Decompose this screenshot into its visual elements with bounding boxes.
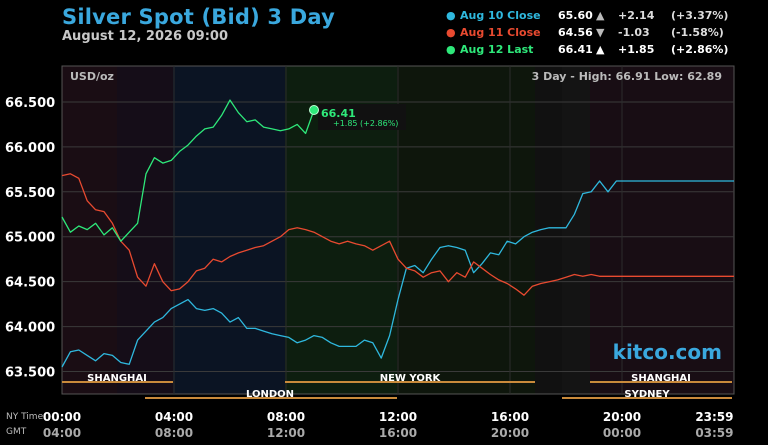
series-line-aug10	[61, 180, 734, 368]
shanghai-band	[62, 66, 117, 394]
y-tick-label: 65.500	[5, 186, 55, 201]
session-label-shanghai: SHANGHAI	[87, 373, 147, 384]
x-tick-label-ny: 20:00	[603, 410, 641, 424]
sydney-bar	[562, 397, 732, 399]
legend-value: 66.41	[558, 43, 593, 56]
legend-row-aug10: ● Aug 10 Close 65.60 ▲ +2.14 (+3.37%)	[446, 9, 736, 26]
sydney-shanghai-band	[590, 66, 734, 394]
x-tick-label-ny: 08:00	[267, 410, 305, 424]
y-tick-label: 66.500	[5, 96, 55, 111]
x-tick-label-ny: 12:00	[379, 410, 417, 424]
y-tick-label: 64.000	[5, 321, 55, 336]
legend-dot-icon: ●	[446, 9, 456, 22]
ny-time-label: NY Time	[6, 412, 44, 422]
gmt-label: GMT	[6, 427, 27, 437]
legend: ● Aug 10 Close 65.60 ▲ +2.14 (+3.37%) ● …	[446, 9, 736, 60]
chart-title: Silver Spot (Bid) 3 Day	[62, 5, 335, 29]
y-tick-label: 65.000	[5, 231, 55, 246]
y-tick-label: 63.500	[5, 366, 55, 381]
y-tick-label: 66.000	[5, 141, 55, 156]
series-line-aug12	[61, 99, 315, 242]
legend-percent: (-1.58%)	[671, 26, 724, 39]
sydney-band	[562, 66, 590, 394]
chart-date: August 12, 2026 09:00	[62, 29, 228, 44]
last-point-box	[318, 104, 406, 130]
x-tick-label-gmt: 20:00	[491, 426, 529, 440]
up-arrow-icon: ▲	[596, 43, 605, 56]
last-point-change: +1.85 (+2.86%)	[333, 119, 398, 128]
last-point-dot	[309, 105, 319, 115]
legend-row-aug11: ● Aug 11 Close 64.56 ▼ -1.03 (-1.58%)	[446, 26, 736, 43]
unit-label: USD/oz	[70, 70, 114, 83]
legend-value: 65.60	[558, 9, 593, 22]
shanghai-bar	[62, 381, 173, 383]
legend-change: +1.85	[618, 43, 655, 56]
session-label-newyork: NEW YORK	[380, 373, 442, 384]
x-tick-label-gmt: 16:00	[379, 426, 417, 440]
session-label-shanghai-2: SHANGHAI	[631, 373, 691, 384]
up-arrow-icon: ▲	[596, 9, 605, 22]
y-tick-label: 64.500	[5, 276, 55, 291]
range-label: 3 Day - High: 66.91 Low: 62.89	[532, 70, 722, 83]
x-tick-label-gmt: 03:59	[695, 426, 733, 440]
legend-dot-icon: ●	[446, 26, 456, 39]
legend-row-aug12: ● Aug 12 Last 66.41 ▲ +1.85 (+2.86%)	[446, 43, 736, 60]
series-line-aug11	[61, 173, 734, 296]
x-axis: 00:00 04:00 04:00 08:00 08:00 12:00 12:00 16:00…	[43, 410, 734, 440]
legend-value: 64.56	[558, 26, 593, 39]
x-tick-label-ny: 00:00	[43, 410, 81, 424]
last-point-label: 66.41 +1.85 (+2.86%)	[309, 104, 406, 130]
grid	[62, 66, 734, 394]
x-tick-label-gmt: 12:00	[267, 426, 305, 440]
legend-percent: (+3.37%)	[671, 9, 729, 22]
shanghai-bar-2	[590, 381, 732, 383]
down-arrow-icon: ▼	[596, 26, 605, 39]
legend-change: +2.14	[618, 9, 655, 22]
last-point-value: 66.41	[321, 107, 356, 120]
london-band	[173, 66, 285, 394]
x-tick-label-ny: 04:00	[155, 410, 193, 424]
legend-change: -1.03	[618, 26, 650, 39]
series-lines	[61, 99, 734, 368]
sessions-row-1: SHANGHAI NEW YORK SHANGHAI	[62, 373, 732, 384]
newyork-bar	[285, 381, 535, 383]
legend-dot-icon: ●	[446, 43, 456, 56]
y-axis: 63.500 64.000 64.500 65.000 65.500 66.000 66.5…	[5, 96, 55, 381]
legend-name: Aug 10 Close	[460, 9, 541, 22]
legend-name: Aug 11 Close	[460, 26, 541, 39]
legend-percent: (+2.86%)	[671, 43, 729, 56]
sessions-row-2: LONDON SYDNEY	[145, 389, 732, 400]
session-label-sydney: SYDNEY	[624, 389, 670, 400]
x-tick-label-gmt: 00:00	[603, 426, 641, 440]
x-tick-label-gmt: 04:00	[43, 426, 81, 440]
session-label-london: LONDON	[246, 389, 294, 400]
x-tick-label-ny: 23:59	[695, 410, 733, 424]
x-tick-label-ny: 16:00	[491, 410, 529, 424]
newyork-band	[397, 66, 535, 394]
legend-name: Aug 12 Last	[460, 43, 534, 56]
kitco-watermark: kitco.com	[613, 340, 722, 364]
shanghai-london-band	[117, 66, 173, 394]
london-bar	[145, 397, 397, 399]
x-tick-label-gmt: 08:00	[155, 426, 193, 440]
